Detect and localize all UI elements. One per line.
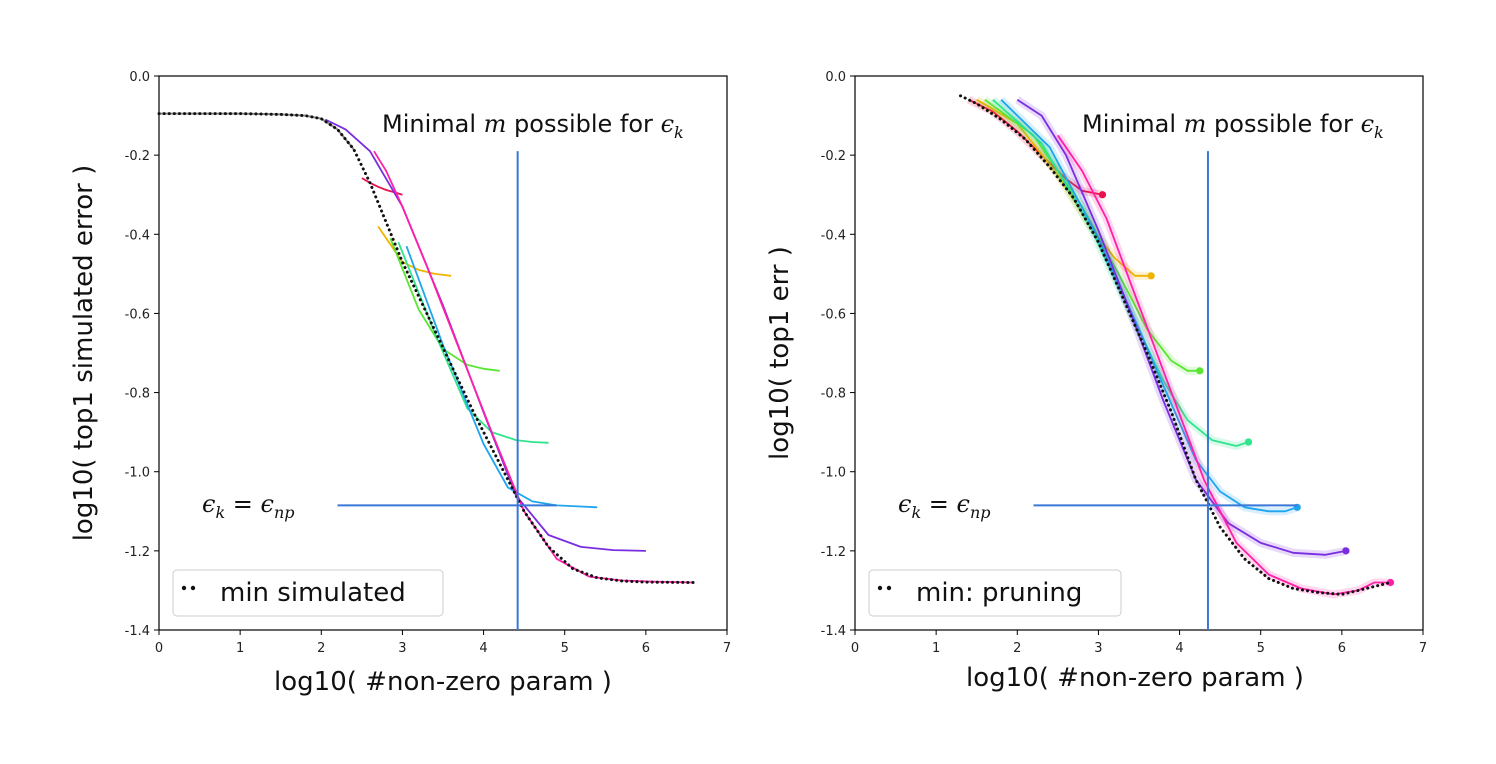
x-tick-label: 2 [317,641,325,656]
annotation-epsilon: ϵ [1361,110,1374,138]
annotation-var-m: m [1184,110,1207,138]
annotation-epsilon: ϵ [661,110,674,138]
annotation-prefix: Minimal [382,110,484,138]
annotation-sub-k: k [674,123,684,142]
x-tick-label: 1 [932,641,940,656]
legend-marker-dot [886,585,892,591]
y-tick-label: -1.4 [125,624,150,639]
right-chart-ticks: 0 1 2 3 4 5 6 7 0.0 -0.2 -0.4 -0.6 -0.8 -1.0 -1.2 -1.4 [821,70,1428,656]
annotation-sub-np: np [970,503,991,522]
annotation-epsilon-k: ϵ [202,490,215,518]
legend-label: min: pruning [916,578,1082,608]
right-chart-y-axis-label: log10( top1 err ) [765,246,795,460]
x-tick-label: 7 [723,641,731,656]
y-tick-label: -0.6 [821,307,846,322]
series-end-point-m1 [1098,191,1107,199]
y-tick-label: -0.8 [125,387,150,402]
y-tick-label: -0.8 [821,387,846,402]
annotation-sub-k: k [215,503,225,522]
series-line-min [959,94,1392,596]
series-line-base [159,112,355,150]
annotation-equals: = [225,490,260,518]
series-band-m7 [1054,133,1391,599]
series-line-min [157,112,696,584]
y-tick-label: -1.4 [821,624,846,639]
left-chart-series [157,112,696,584]
y-tick-label: -0.2 [821,149,846,164]
y-tick-label: 0.0 [825,70,846,85]
series-line-m4 [992,99,1249,447]
x-tick-label: 4 [1175,641,1183,656]
x-tick-label: 5 [1257,641,1265,656]
right-chart-annotation-epsilon-equality: ϵk = ϵnp [898,490,991,522]
legend-label: min simulated [220,578,406,608]
x-tick-label: 5 [561,641,569,656]
annotation-sub-k: k [911,503,921,522]
y-tick-label: -0.4 [125,228,150,243]
series-end-point-m2 [1147,272,1155,280]
x-tick-label: 7 [1419,641,1427,656]
annotation-prefix: Minimal [1082,110,1184,138]
annotation-var-m: m [484,110,507,138]
left-chart-panel: 0 1 2 3 4 5 6 70.0-0.2-0.4-0.6-0.8-1.0-1.2-1.4 … [69,70,731,697]
x-tick-label: 3 [1094,641,1102,656]
series-end-point-m3 [1196,367,1204,375]
series-line-m3 [389,237,500,372]
legend-marker-dot [181,585,187,591]
series-line-m6 [1016,98,1347,556]
x-tick-label: 6 [642,641,650,656]
right-chart-plot-area [854,75,1424,631]
y-tick-label: -1.2 [821,545,846,560]
x-tick-label: 6 [1338,641,1346,656]
y-tick-label: -1.2 [125,545,150,560]
x-tick-label: 4 [479,641,487,656]
series-line-m3 [984,98,1200,372]
y-tick-label: -0.2 [125,149,150,164]
legend-marker-dot [190,585,196,591]
annotation-mid: possible for [506,110,660,138]
right-chart-legend: min: pruning [868,569,1122,617]
series-line-m5 [405,245,598,509]
annotation-epsilon-np: ϵ [957,490,970,518]
left-chart-y-axis-label: log10( top1 simulated error ) [69,165,99,542]
y-tick-label: -1.0 [125,466,150,481]
annotation-epsilon-np: ϵ [261,490,274,518]
x-tick-label: 0 [155,641,163,656]
series-band-m6 [1015,96,1347,559]
annotation-epsilon-k: ϵ [898,490,911,518]
left-chart-plot-area [158,75,728,631]
series-line-m4 [397,241,549,444]
y-tick-label: -0.4 [821,228,846,243]
y-tick-label: 0.0 [129,70,150,85]
left-chart-legend: min simulated [172,569,444,617]
x-tick-label: 2 [1013,641,1021,656]
right-chart-annotation-minimal-m: Minimal m possible for ϵk [1082,110,1384,142]
right-chart-x-axis-label: log10( #non-zero param ) [966,663,1304,693]
left-chart-annotation-epsilon-equality: ϵk = ϵnp [202,490,295,522]
left-chart-annotation-minimal-m: Minimal m possible for ϵk [382,110,684,142]
legend-box [172,569,444,617]
right-chart-series [959,94,1395,599]
annotation-sub-np: np [274,503,295,522]
right-chart-panel: 0 1 2 3 4 5 6 70.0-0.2-0.4-0.6-0.8-1.0-1.2-1.4 … [765,70,1427,693]
x-tick-label: 0 [851,641,859,656]
series-end-point-m7 [1386,578,1395,587]
y-tick-label: -0.6 [125,307,150,322]
annotation-equals: = [921,490,956,518]
x-tick-label: 1 [236,641,244,656]
left-chart-ticks: 0 1 2 3 4 5 6 7 0.0 -0.2 -0.4 -0.6 -0.8 -1.0 -1.2 -1.4 [125,70,732,656]
y-tick-label: -1.0 [821,466,846,481]
legend-marker-dot [877,585,883,591]
series-end-point-m4 [1244,438,1253,446]
x-tick-label: 3 [398,641,406,656]
annotation-sub-k: k [1374,123,1384,142]
series-end-point-m6 [1342,547,1350,555]
annotation-mid: possible for [1206,110,1360,138]
left-chart-x-axis-label: log10( #non-zero param ) [274,667,612,697]
legend-box [868,569,1122,617]
